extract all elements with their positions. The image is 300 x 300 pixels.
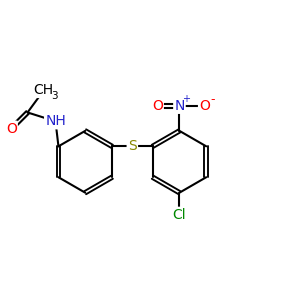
- Text: CH: CH: [34, 83, 54, 98]
- Text: -: -: [211, 93, 215, 106]
- Text: O: O: [199, 99, 210, 113]
- Text: Cl: Cl: [172, 208, 186, 222]
- Text: 3: 3: [52, 91, 58, 101]
- Text: +: +: [182, 94, 190, 104]
- Text: O: O: [152, 99, 163, 113]
- Text: O: O: [6, 122, 17, 136]
- Text: S: S: [128, 139, 137, 153]
- Text: NH: NH: [45, 114, 66, 128]
- Text: N: N: [174, 99, 184, 113]
